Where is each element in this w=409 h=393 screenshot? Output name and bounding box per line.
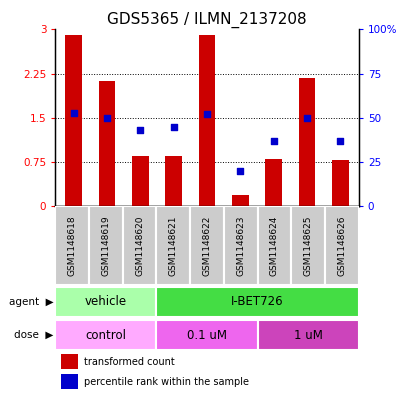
Bar xyxy=(55,286,156,317)
Text: agent  ▶: agent ▶ xyxy=(9,297,53,307)
Bar xyxy=(298,78,315,206)
Bar xyxy=(89,206,122,285)
Point xyxy=(137,127,143,133)
Title: GDS5365 / ILMN_2137208: GDS5365 / ILMN_2137208 xyxy=(107,12,306,28)
Point xyxy=(203,111,210,118)
Text: I-BET726: I-BET726 xyxy=(231,295,283,308)
Text: GSM1148622: GSM1148622 xyxy=(202,215,211,276)
Bar xyxy=(257,320,358,350)
Bar xyxy=(190,206,223,285)
Bar xyxy=(156,320,257,350)
Text: transformed count: transformed count xyxy=(84,357,175,367)
Point xyxy=(103,115,110,121)
Text: GSM1148618: GSM1148618 xyxy=(67,215,76,276)
Point xyxy=(336,138,343,144)
Text: 1 uM: 1 uM xyxy=(293,329,322,342)
Text: control: control xyxy=(85,329,126,342)
Text: 0.1 uM: 0.1 uM xyxy=(187,329,227,342)
Bar xyxy=(257,206,291,285)
Bar xyxy=(156,286,358,317)
Bar xyxy=(55,320,156,350)
Bar xyxy=(324,206,358,285)
Bar xyxy=(165,156,182,206)
Text: GSM1148624: GSM1148624 xyxy=(269,215,278,276)
Text: dose  ▶: dose ▶ xyxy=(14,330,53,340)
Bar xyxy=(55,206,89,285)
Bar xyxy=(65,35,82,206)
Bar xyxy=(291,206,324,285)
Point xyxy=(70,109,77,116)
Bar xyxy=(122,206,156,285)
Point xyxy=(270,138,276,144)
Point xyxy=(303,115,310,121)
Bar xyxy=(265,159,281,206)
Text: GSM1148620: GSM1148620 xyxy=(135,215,144,276)
Text: GSM1148625: GSM1148625 xyxy=(303,215,312,276)
Bar xyxy=(198,35,215,206)
Point xyxy=(236,168,243,174)
Bar xyxy=(61,354,78,369)
Bar xyxy=(156,206,190,285)
Text: GSM1148623: GSM1148623 xyxy=(236,215,245,276)
Text: GSM1148619: GSM1148619 xyxy=(101,215,110,276)
Bar xyxy=(231,195,248,206)
Bar xyxy=(132,156,148,206)
Text: GSM1148621: GSM1148621 xyxy=(169,215,178,276)
Text: GSM1148626: GSM1148626 xyxy=(337,215,346,276)
Bar xyxy=(331,160,348,206)
Bar xyxy=(99,81,115,206)
Bar xyxy=(61,374,78,389)
Text: vehicle: vehicle xyxy=(85,295,127,308)
Bar xyxy=(223,206,257,285)
Point xyxy=(170,123,177,130)
Text: percentile rank within the sample: percentile rank within the sample xyxy=(84,376,249,387)
